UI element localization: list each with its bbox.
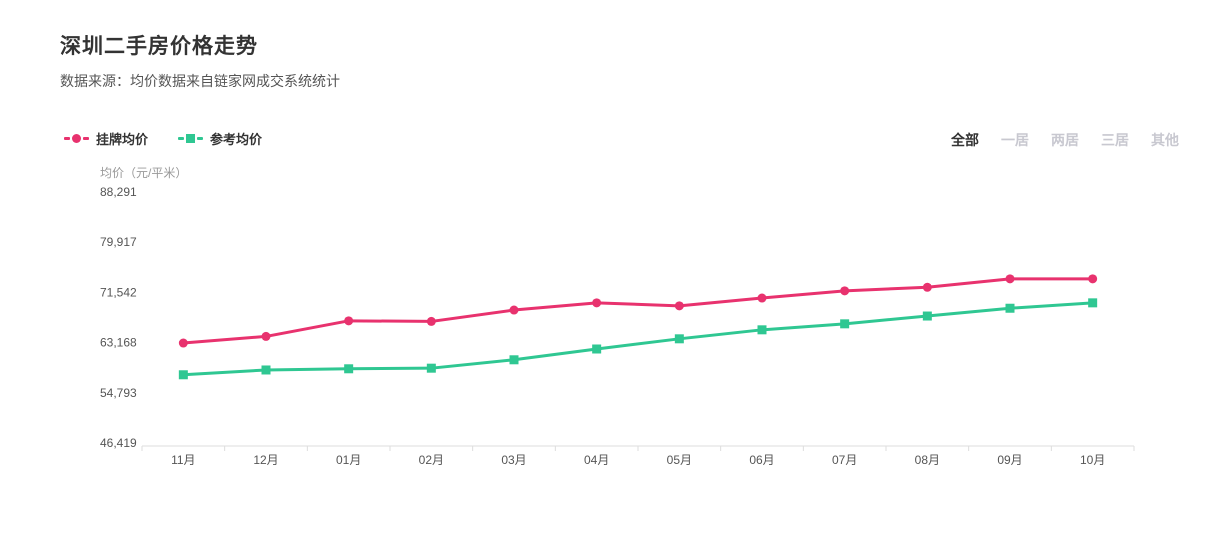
- filter-tab-other[interactable]: 其他: [1151, 132, 1179, 148]
- reference-price-point[interactable]: [344, 364, 354, 374]
- line-square-marker-icon: [178, 134, 204, 143]
- reference-price-point[interactable]: [426, 363, 436, 373]
- x-axis-label: 11月: [171, 453, 195, 467]
- y-axis-label: 71,542: [100, 285, 137, 299]
- filter-tab-one-bedroom[interactable]: 一居: [1001, 132, 1029, 148]
- reference-price-point[interactable]: [922, 311, 932, 321]
- reference-price-point[interactable]: [757, 325, 767, 335]
- listed-price-point[interactable]: [757, 293, 767, 303]
- reference-price-point[interactable]: [261, 365, 271, 375]
- filter-tab-three-bedroom[interactable]: 三居: [1101, 132, 1129, 148]
- y-axis-label: 54,793: [100, 386, 137, 400]
- listed-price-point[interactable]: [261, 331, 271, 341]
- y-axis-label: 88,291: [100, 185, 137, 199]
- y-axis-label: 63,168: [100, 336, 137, 350]
- page-title: 深圳二手房价格走势: [60, 35, 258, 58]
- x-axis-label: 10月: [1080, 453, 1105, 467]
- y-axis-label: 79,917: [100, 235, 137, 249]
- reference-price-point[interactable]: [592, 344, 602, 354]
- chart-legend: 挂牌均价 参考均价: [64, 129, 262, 148]
- listed-price-point[interactable]: [922, 282, 932, 292]
- legend-label: 挂牌均价: [96, 132, 149, 147]
- data-source-note: 数据来源：均价数据来自链家网成交系统统计: [60, 73, 340, 89]
- x-axis-label: 09月: [997, 453, 1022, 467]
- x-axis-label: 12月: [253, 453, 278, 467]
- reference-price-point[interactable]: [840, 319, 850, 329]
- reference-price-point[interactable]: [178, 370, 188, 380]
- reference-price-point[interactable]: [1005, 303, 1015, 313]
- reference-price-point[interactable]: [1088, 298, 1098, 308]
- legend-label: 参考均价: [210, 132, 263, 147]
- listed-price-point[interactable]: [509, 305, 519, 315]
- y-axis-unit-label: 均价（元/平米）: [100, 166, 187, 180]
- reference-price-point[interactable]: [674, 334, 684, 344]
- x-axis-label: 08月: [915, 453, 940, 467]
- x-axis-label: 07月: [832, 453, 857, 467]
- legend-item-reference-price[interactable]: 参考均价: [178, 129, 262, 148]
- listed-price-point[interactable]: [592, 298, 602, 308]
- filter-tab-all[interactable]: 全部: [951, 132, 979, 148]
- listed-price-point[interactable]: [1005, 274, 1015, 284]
- line-circle-marker-icon: [64, 134, 89, 143]
- x-axis-label: 04月: [584, 453, 609, 467]
- reference-price-point[interactable]: [509, 355, 519, 365]
- listed-price-point[interactable]: [840, 286, 850, 296]
- listed-price-line: [183, 277, 1093, 345]
- x-axis-label: 01月: [336, 453, 361, 467]
- listed-price-point[interactable]: [1088, 274, 1098, 284]
- listed-price-point[interactable]: [344, 316, 354, 326]
- listed-price-point[interactable]: [178, 338, 188, 348]
- room-type-filter: 全部 一居 两居 三居 其他: [951, 130, 1179, 150]
- listed-price-point[interactable]: [426, 316, 436, 326]
- x-axis-label: 05月: [667, 453, 692, 467]
- legend-item-listed-price[interactable]: 挂牌均价: [64, 129, 148, 148]
- listed-price-point[interactable]: [674, 301, 684, 311]
- filter-tab-two-bedroom[interactable]: 两居: [1051, 132, 1079, 148]
- reference-price-line: [183, 301, 1093, 377]
- y-axis-label: 46,419: [100, 436, 137, 450]
- x-axis-label: 06月: [749, 453, 774, 467]
- x-axis-label: 02月: [419, 453, 444, 467]
- x-axis-label: 03月: [501, 453, 526, 467]
